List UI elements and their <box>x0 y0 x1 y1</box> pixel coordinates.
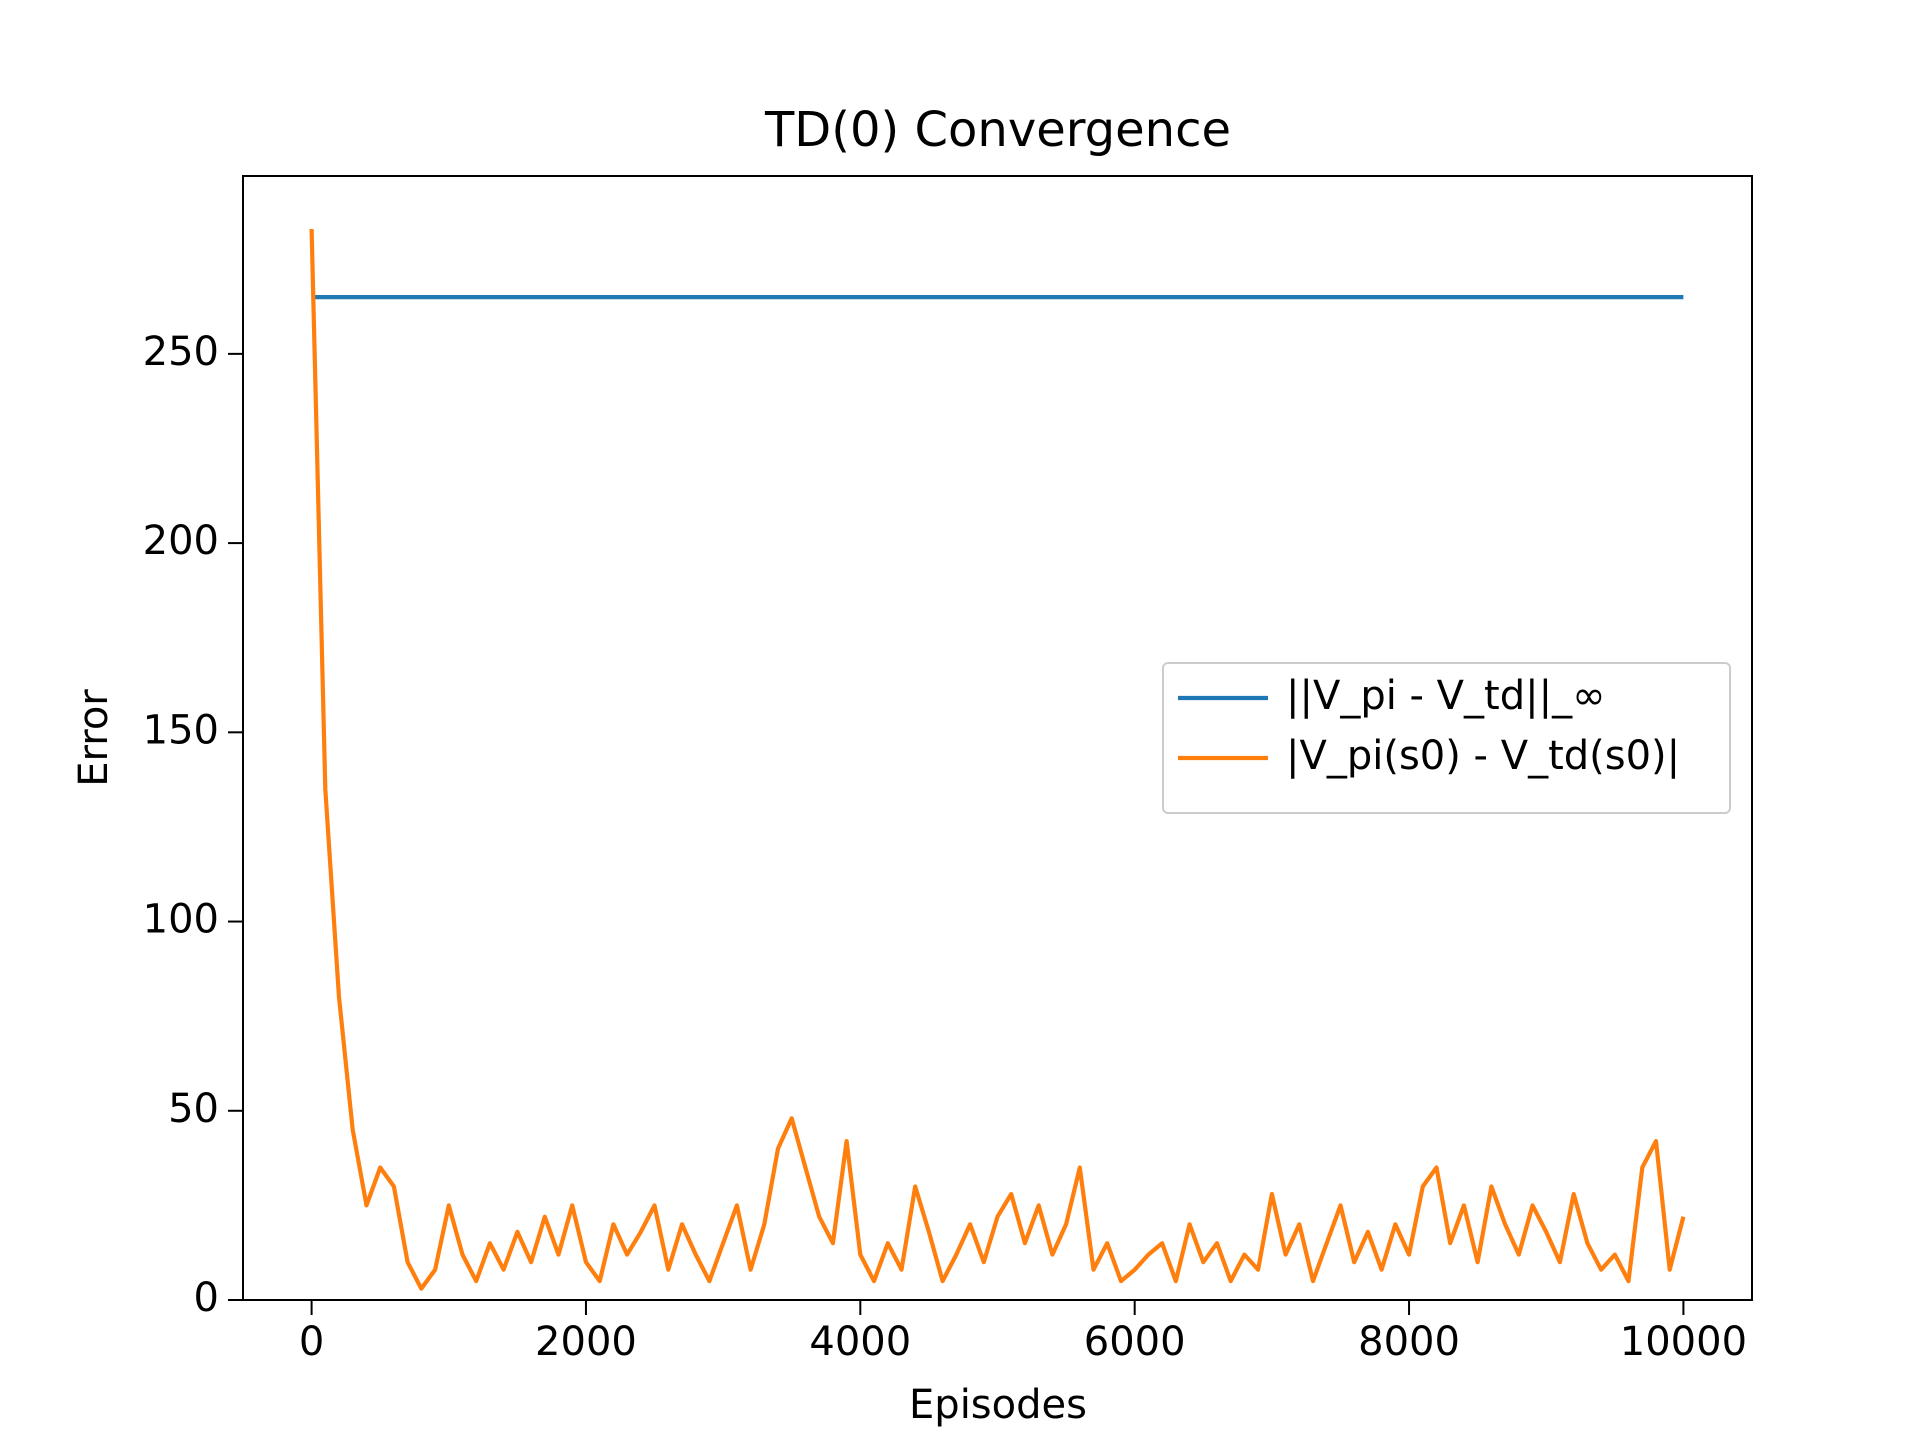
plot-frame <box>242 175 1753 1301</box>
y-tick-label: 50 <box>168 1086 219 1132</box>
y-tick-label: 250 <box>143 329 219 375</box>
y-tick-label: 200 <box>143 518 219 564</box>
legend-box <box>1162 662 1731 814</box>
y-tick-label: 0 <box>194 1275 219 1321</box>
y-tick-label: 150 <box>143 707 219 753</box>
y-axis-label: Error <box>71 689 117 787</box>
x-axis-label: Episodes <box>909 1382 1087 1428</box>
series-line <box>309 228 1686 1291</box>
x-tick-label: 4000 <box>809 1319 911 1365</box>
x-tick-label: 8000 <box>1358 1319 1460 1365</box>
x-tick-label: 2000 <box>535 1319 637 1365</box>
y-tick-label: 100 <box>143 897 219 943</box>
legend-label: |V_pi(s0) - V_td(s0)| <box>1286 733 1680 779</box>
x-tick-label: 10000 <box>1620 1319 1747 1365</box>
x-tick-label: 6000 <box>1084 1319 1186 1365</box>
chart-title: TD(0) Convergence <box>764 102 1231 158</box>
x-tick-label: 0 <box>299 1319 324 1365</box>
legend-label: ||V_pi - V_td||_∞ <box>1286 673 1605 719</box>
